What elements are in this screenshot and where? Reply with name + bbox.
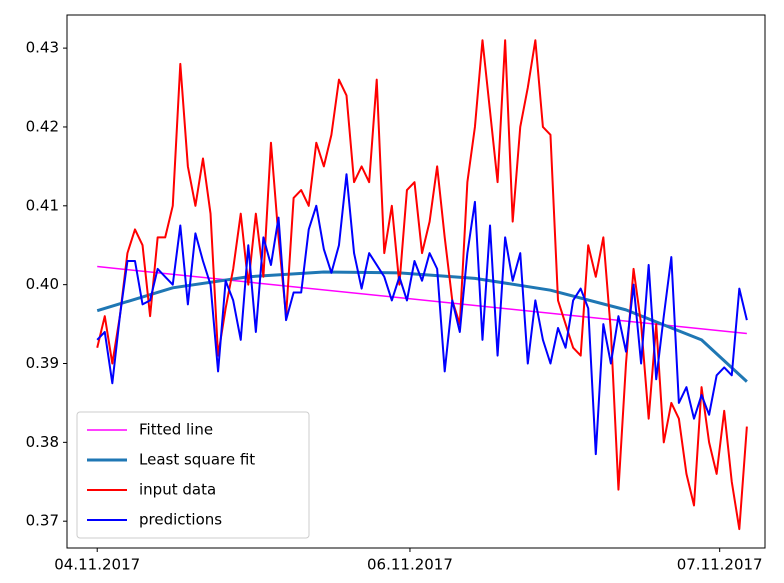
y-tick-label: 0.40 — [26, 275, 59, 293]
legend-label: Fitted line — [139, 421, 213, 439]
y-tick-label: 0.38 — [26, 433, 59, 451]
legend-box — [76, 411, 310, 539]
x-tick-label: 07.11.2017 — [677, 556, 763, 574]
y-tick-label: 0.41 — [26, 196, 59, 214]
legend-label: Least square fit — [139, 451, 255, 469]
y-tick-label: 0.39 — [26, 354, 59, 372]
y-tick-label: 0.42 — [26, 117, 59, 135]
y-tick-label: 0.43 — [26, 39, 59, 57]
legend-label: input data — [139, 481, 216, 499]
x-tick-label: 06.11.2017 — [367, 556, 453, 574]
series-line — [96, 173, 748, 456]
legend-label: predictions — [139, 511, 222, 529]
x-tick-label: 04.11.2017 — [54, 556, 140, 574]
plot-frame — [66, 14, 766, 549]
y-tick-label: 0.37 — [26, 512, 59, 530]
series-line — [97, 265, 747, 335]
series-line — [96, 39, 748, 531]
